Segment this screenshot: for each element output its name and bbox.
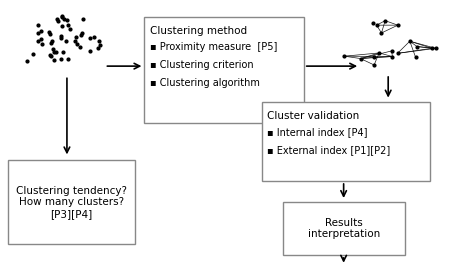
Point [388, 49, 395, 53]
Point [389, 54, 396, 59]
Point [86, 36, 94, 40]
FancyBboxPatch shape [283, 202, 405, 255]
Point [47, 54, 55, 58]
Point [53, 17, 61, 21]
Text: ▪ Clustering criterion: ▪ Clustering criterion [150, 60, 254, 70]
Point [375, 51, 383, 55]
Point [95, 39, 103, 44]
Point [54, 19, 61, 23]
Point [49, 47, 56, 52]
Point [370, 63, 378, 67]
Text: Results
interpretation: Results interpretation [308, 218, 380, 239]
Point [90, 35, 98, 39]
Point [340, 54, 348, 58]
Point [47, 41, 55, 45]
Point [58, 14, 65, 19]
FancyBboxPatch shape [144, 17, 304, 123]
Point [61, 17, 68, 21]
Point [37, 37, 45, 41]
Text: ▪ Proximity measure  [P5]: ▪ Proximity measure [P5] [150, 42, 277, 52]
Point [370, 20, 377, 25]
Point [35, 39, 42, 43]
Point [46, 53, 54, 57]
Point [370, 55, 377, 60]
Point [378, 31, 385, 35]
Point [46, 30, 53, 34]
Point [57, 36, 65, 40]
Point [57, 34, 64, 38]
Point [66, 27, 74, 31]
Point [96, 43, 103, 47]
Point [86, 49, 94, 53]
Point [58, 24, 65, 28]
Point [394, 51, 401, 56]
Point [29, 52, 37, 56]
Point [428, 46, 436, 50]
Point [80, 17, 87, 21]
Text: Cluster validation: Cluster validation [267, 111, 359, 121]
Point [37, 29, 45, 33]
Point [382, 18, 389, 23]
Point [64, 23, 72, 28]
Point [58, 14, 66, 18]
Point [73, 35, 80, 39]
Point [413, 44, 421, 49]
Point [76, 45, 83, 49]
Point [64, 57, 72, 62]
Point [57, 57, 65, 61]
Point [432, 46, 440, 50]
Point [50, 50, 57, 54]
Point [77, 33, 84, 37]
Point [53, 50, 60, 54]
Point [412, 55, 419, 60]
Point [35, 31, 42, 35]
Point [48, 39, 56, 43]
Point [63, 39, 70, 44]
Text: ▪ Clustering algorithm: ▪ Clustering algorithm [150, 78, 260, 88]
Point [50, 57, 57, 62]
Text: Clustering tendency?
How many clusters?
[P3][P4]: Clustering tendency? How many clusters? … [16, 186, 127, 219]
Point [94, 46, 102, 50]
FancyBboxPatch shape [262, 102, 430, 181]
Point [38, 42, 46, 46]
Text: Clustering method: Clustering method [150, 26, 247, 37]
Point [59, 49, 66, 54]
FancyBboxPatch shape [9, 160, 135, 245]
Text: ▪ Internal index [P4]: ▪ Internal index [P4] [267, 127, 368, 137]
Point [63, 18, 71, 22]
Point [73, 42, 81, 46]
Point [394, 23, 401, 27]
Point [406, 39, 414, 43]
Text: ▪ External index [P1][P2]: ▪ External index [P1][P2] [267, 145, 391, 155]
Point [23, 59, 31, 63]
Point [373, 23, 380, 27]
Point [71, 39, 79, 44]
Point [78, 31, 85, 36]
Point [35, 23, 42, 27]
Point [46, 32, 54, 37]
Point [357, 56, 365, 61]
